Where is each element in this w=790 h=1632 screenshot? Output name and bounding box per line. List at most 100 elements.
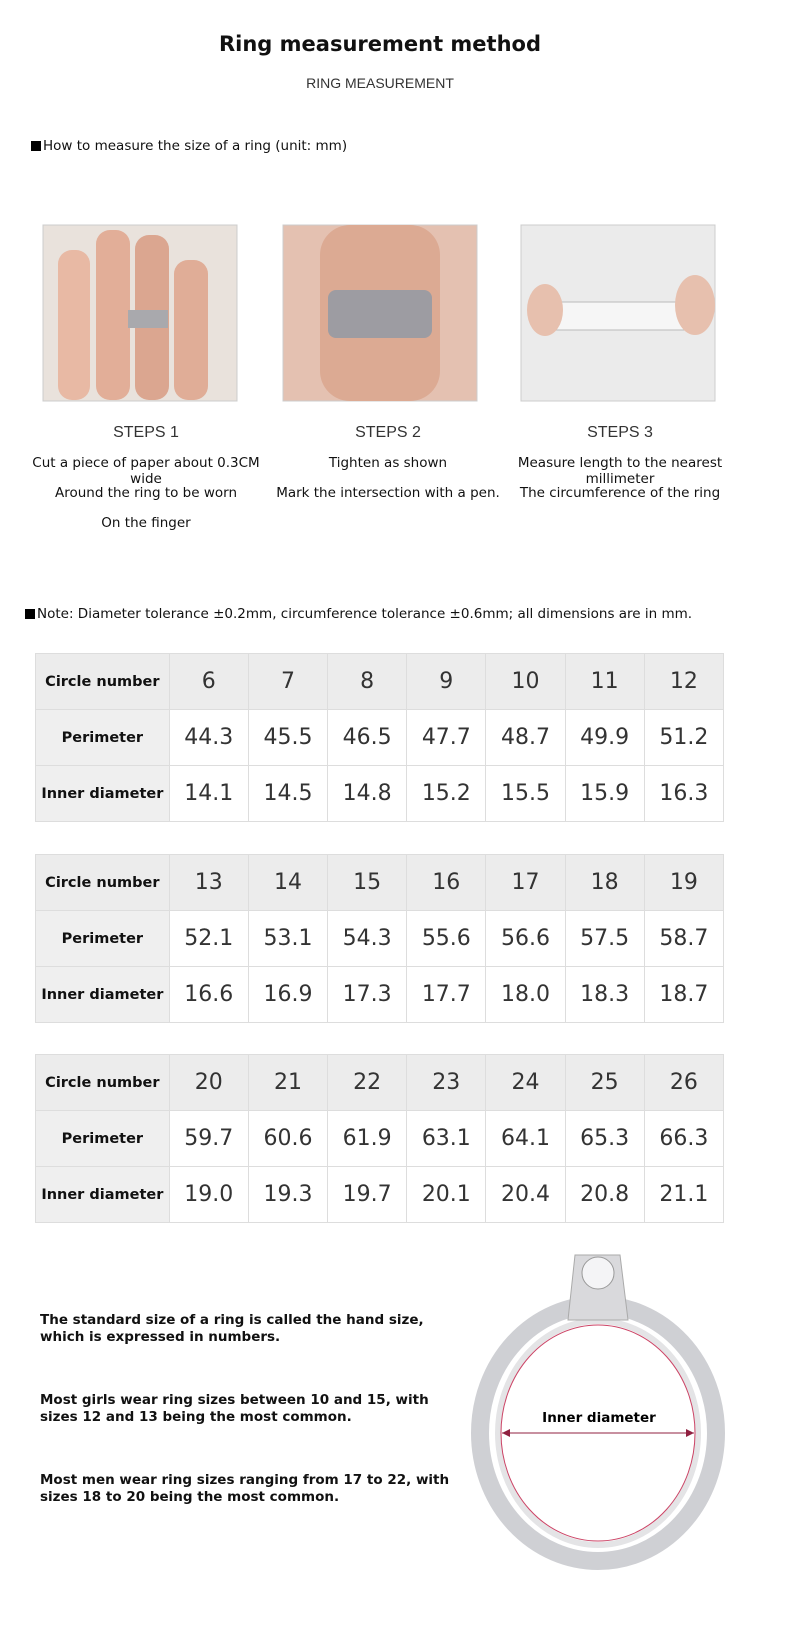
- row-label: Circle number: [35, 653, 170, 710]
- table-cell: 6: [168, 653, 249, 710]
- table-cell: 18.0: [485, 966, 566, 1023]
- section-heading: How to measure the size of a ring (unit:…: [43, 138, 348, 154]
- table-cell: 7: [247, 653, 329, 710]
- table-cell: 26: [643, 1054, 725, 1111]
- table-cell: 16.3: [643, 765, 725, 822]
- row-label: Inner diameter: [35, 966, 170, 1023]
- step-line: Mark the intersection with a pen.: [276, 485, 500, 501]
- table-cell: 15: [327, 854, 408, 911]
- table-cell: 58.7: [643, 910, 725, 967]
- table-cell: 24: [485, 1054, 566, 1111]
- row-label: Circle number: [35, 1054, 170, 1111]
- fact: Most men wear ring sizes ranging from 17…: [40, 1472, 450, 1505]
- table-cell: 53.1: [247, 910, 329, 967]
- table-cell: 16.6: [168, 966, 249, 1023]
- table-cell: 15.9: [564, 765, 645, 822]
- step: STEPS 2 Tighten as shown Mark the intersec…: [258, 424, 518, 515]
- table-row: Circle number 20 21 22 23 24 25 26: [35, 1054, 725, 1111]
- table-cell: 20.4: [485, 1166, 566, 1223]
- table-cell: 23: [406, 1054, 487, 1111]
- note: Note: Diameter tolerance ±0.2mm, circumf…: [37, 606, 693, 622]
- table-cell: 21: [247, 1054, 329, 1111]
- table-row: Inner diameter 16.6 16.9 17.3 17.7 18.0 18.3 18…: [35, 966, 725, 1023]
- table-cell: 10: [485, 653, 566, 710]
- table-cell: 20.1: [406, 1166, 487, 1223]
- table-cell: 45.5: [247, 709, 329, 766]
- size-table: Circle number 13 14 15 16 17 18 19 Perimeter 52.1…: [35, 854, 725, 1023]
- table-cell: 15.2: [406, 765, 487, 822]
- table-cell: 55.6: [406, 910, 487, 967]
- table-cell: 14: [247, 854, 329, 911]
- fact: Most girls wear ring sizes between 10 an…: [40, 1392, 429, 1425]
- row-label: Inner diameter: [35, 1166, 170, 1223]
- table-cell: 61.9: [327, 1110, 408, 1167]
- step-line: The circumference of the ring: [519, 485, 721, 501]
- bullet: [25, 609, 35, 619]
- table-cell: 47.7: [406, 709, 487, 766]
- step-title: STEPS 3: [587, 424, 653, 441]
- table-cell: 14.8: [327, 765, 408, 822]
- title: Ring measurement method: [218, 32, 541, 56]
- table-cell: 15.5: [485, 765, 566, 822]
- table-cell: 14.5: [247, 765, 329, 822]
- step-line: Tighten as shown: [328, 455, 448, 471]
- table-cell: 16.9: [247, 966, 329, 1023]
- size-table: Circle number 6 7 8 9 10 11 12 Perimeter 44.3 45.5…: [35, 653, 725, 822]
- step-line: On the finger: [101, 515, 191, 531]
- diagram-label: Inner diameter: [542, 1410, 656, 1426]
- step: STEPS 3 Measure length to the nearest mil…: [490, 424, 750, 515]
- step-photo-1: [42, 224, 238, 402]
- table-cell: 25: [564, 1054, 645, 1111]
- table-cell: 18: [564, 854, 645, 911]
- table-cell: 17: [485, 854, 566, 911]
- step-photo-3: [520, 224, 716, 402]
- table-cell: 18.3: [564, 966, 645, 1023]
- table-cell: 22: [327, 1054, 408, 1111]
- table-cell: 9: [406, 653, 487, 710]
- table-row: Circle number 6 7 8 9 10 11 12: [35, 653, 725, 710]
- table-row: Perimeter 52.1 53.1 54.3 55.6 56.6 57.5 58.7: [35, 910, 725, 967]
- table-cell: 65.3: [564, 1110, 645, 1167]
- step-line: Around the ring to be worn: [54, 485, 238, 501]
- table-cell: 20: [168, 1054, 249, 1111]
- step: STEPS 1 Cut a piece of paper about 0.3CM …: [16, 424, 276, 545]
- step-title: STEPS 1: [113, 424, 179, 441]
- table-cell: 60.6: [247, 1110, 329, 1167]
- table-cell: 52.1: [168, 910, 249, 967]
- table-cell: 19.7: [327, 1166, 408, 1223]
- ring-diagram: Inner diameter: [471, 1254, 725, 1570]
- step-line: Measure length to the nearest millimeter: [517, 455, 723, 487]
- table-cell: 51.2: [643, 709, 725, 766]
- row-label: Perimeter: [35, 910, 170, 967]
- table-cell: 57.5: [564, 910, 645, 967]
- row-label: Circle number: [35, 854, 170, 911]
- table-cell: 46.5: [327, 709, 408, 766]
- table-cell: 56.6: [485, 910, 566, 967]
- table-cell: 16: [406, 854, 487, 911]
- table-cell: 20.8: [564, 1166, 645, 1223]
- table-cell: 49.9: [564, 709, 645, 766]
- bullet: [31, 141, 41, 151]
- table-cell: 8: [327, 653, 408, 710]
- table-cell: 44.3: [168, 709, 249, 766]
- table-cell: 19.0: [168, 1166, 249, 1223]
- size-table: Circle number 20 21 22 23 24 25 26 Perimeter 59.7…: [35, 1054, 725, 1223]
- table-cell: 18.7: [643, 966, 725, 1023]
- table-cell: 17.3: [327, 966, 408, 1023]
- table-row: Perimeter 44.3 45.5 46.5 47.7 48.7 49.9 51.2: [35, 709, 725, 766]
- table-row: Inner diameter 19.0 19.3 19.7 20.1 20.4 20.8 21…: [35, 1166, 725, 1223]
- fact: The standard size of a ring is called th…: [40, 1312, 424, 1345]
- step-photo-2: [282, 224, 478, 402]
- table-cell: 14.1: [168, 765, 249, 822]
- table-row: Circle number 13 14 15 16 17 18 19: [35, 854, 725, 911]
- table-cell: 13: [168, 854, 249, 911]
- table-cell: 19.3: [247, 1166, 329, 1223]
- table-cell: 64.1: [485, 1110, 566, 1167]
- row-label: Inner diameter: [35, 765, 170, 822]
- table-cell: 54.3: [327, 910, 408, 967]
- table-cell: 48.7: [485, 709, 566, 766]
- table-cell: 11: [564, 653, 645, 710]
- table-row: Inner diameter 14.1 14.5 14.8 15.2 15.5 15.9 16…: [35, 765, 725, 822]
- step-images: [42, 224, 716, 402]
- table-cell: 12: [643, 653, 725, 710]
